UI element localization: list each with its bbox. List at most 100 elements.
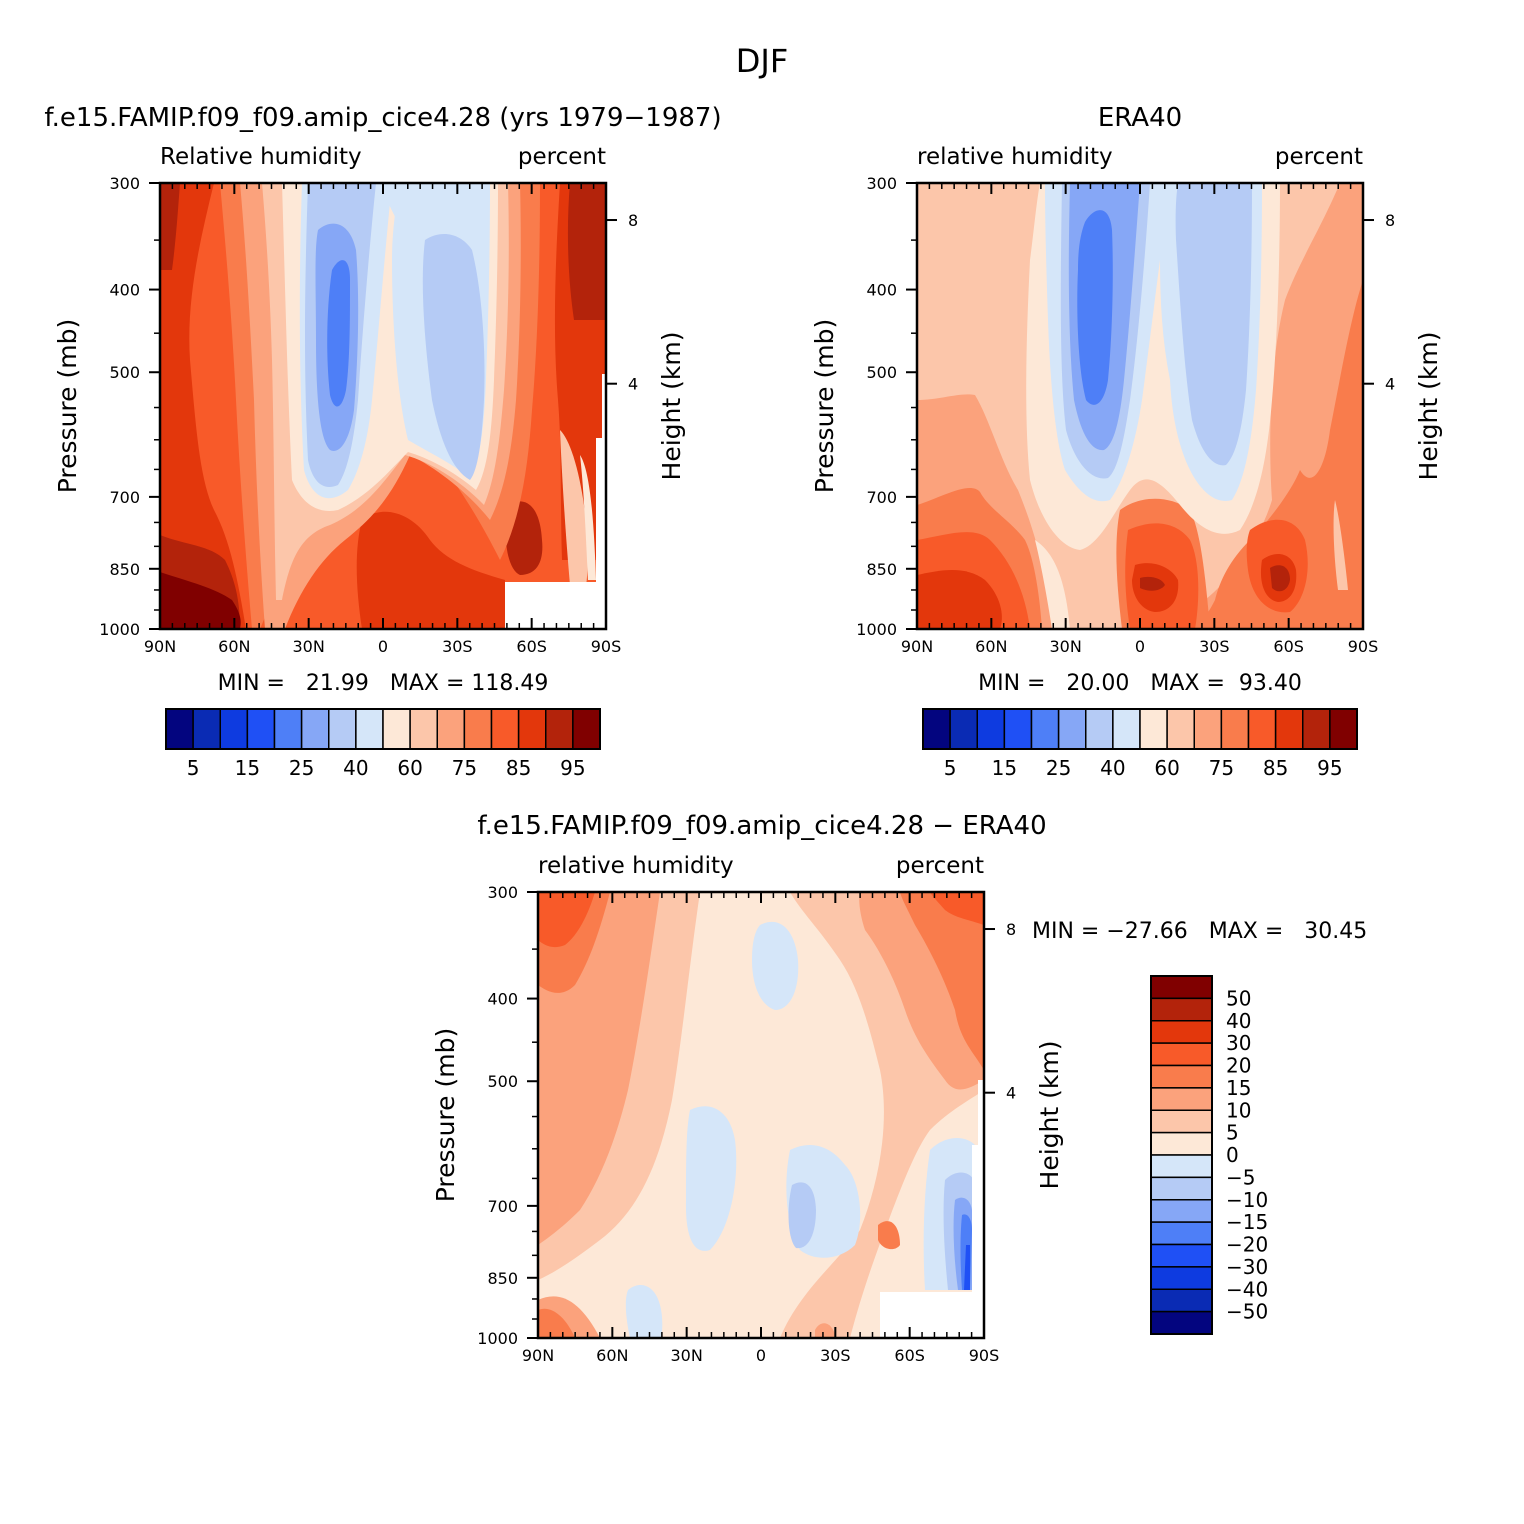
panel-obs-left-label: relative humidity bbox=[917, 144, 1113, 170]
figure-title: DJF bbox=[736, 42, 788, 80]
x-tick-label: 30S bbox=[1199, 637, 1230, 656]
colorbar-swatch bbox=[1150, 1154, 1213, 1179]
contour-fill bbox=[160, 572, 241, 629]
contour-fill bbox=[685, 1106, 737, 1251]
colorbar-swatch bbox=[572, 708, 601, 750]
x-tick-label: 90S bbox=[969, 1346, 1000, 1365]
contour-fill bbox=[1035, 540, 1070, 629]
panel-model-colorbar: 5 15 25 40 60 75 85 95 bbox=[165, 708, 601, 780]
panel-diff-left-label: relative humidity bbox=[538, 853, 734, 879]
colorbar-swatch bbox=[436, 708, 466, 750]
x-tick-label: 60S bbox=[516, 637, 547, 656]
panel-model-right-label: percent bbox=[518, 144, 606, 170]
contour-fill bbox=[538, 892, 595, 948]
y-tick-label: 700 bbox=[866, 488, 897, 507]
x-tick-label: 30S bbox=[442, 637, 473, 656]
colorbar-label: 5 bbox=[944, 756, 957, 780]
colorbar-label: 5 bbox=[1226, 1121, 1239, 1145]
y-axis-label: Pressure (mb) bbox=[810, 319, 839, 493]
colorbar-label: 15 bbox=[1226, 1076, 1251, 1100]
panel-diff: f.e15.FAMIP.f09_f09.amip_cice4.28 − ERA4… bbox=[431, 811, 1367, 1365]
colorbar-swatch bbox=[1150, 1221, 1213, 1246]
contour-fill bbox=[1175, 183, 1252, 466]
x-tick-label: 60S bbox=[894, 1346, 925, 1365]
y-tick-label: 850 bbox=[109, 560, 140, 579]
colorbar-label: 25 bbox=[289, 756, 314, 780]
colorbar-swatch bbox=[1150, 1176, 1213, 1201]
x-tick-label: 0 bbox=[756, 1346, 766, 1365]
colorbar-frame bbox=[1150, 975, 1213, 1335]
contour-fill bbox=[1190, 280, 1363, 629]
y-tick-label: 500 bbox=[487, 1072, 518, 1091]
colorbar-swatch bbox=[1139, 708, 1168, 750]
x-tick-label: 30N bbox=[1050, 637, 1082, 656]
colorbar-label: −5 bbox=[1226, 1165, 1255, 1189]
panel-diff-contours bbox=[538, 892, 984, 1338]
x-tick-label: 30S bbox=[820, 1346, 851, 1365]
colorbar-swatch bbox=[1166, 708, 1195, 750]
y2-tick-label: 8 bbox=[628, 211, 638, 230]
contour-fill bbox=[1270, 565, 1290, 592]
colorbar-label: −10 bbox=[1226, 1188, 1268, 1212]
y2-tick-label: 8 bbox=[1006, 920, 1016, 939]
contour-fill bbox=[567, 183, 606, 320]
colorbar-label: 5 bbox=[187, 756, 200, 780]
contour-fill bbox=[160, 183, 246, 629]
panel-obs-contours bbox=[917, 183, 1363, 629]
contour-fill bbox=[625, 1285, 663, 1338]
colorbar-swatch bbox=[1329, 708, 1358, 750]
colorbar-swatch bbox=[1057, 708, 1087, 750]
colorbar-swatch bbox=[1150, 1288, 1213, 1313]
colorbar-swatch bbox=[1150, 1109, 1213, 1134]
x-tick-label: 90S bbox=[1348, 637, 1379, 656]
colorbar-swatch bbox=[1150, 1131, 1213, 1156]
colorbar-label: 20 bbox=[1226, 1054, 1251, 1078]
colorbar-label: 30 bbox=[1226, 1031, 1251, 1055]
colorbar-swatch bbox=[490, 708, 520, 750]
contour-fill bbox=[964, 1245, 970, 1290]
x-tick-label: 0 bbox=[1135, 637, 1145, 656]
contour-fill bbox=[560, 430, 588, 585]
colorbar-swatch bbox=[976, 708, 1006, 750]
missing-region bbox=[505, 582, 606, 629]
y2-axis-label: Height (km) bbox=[1035, 1041, 1064, 1190]
y2-tick-label: 8 bbox=[1385, 211, 1395, 230]
colorbar-label: 15 bbox=[992, 756, 1017, 780]
colorbar-swatch bbox=[1150, 997, 1213, 1022]
contour-fill bbox=[878, 1221, 900, 1250]
x-tick-label: 90N bbox=[144, 637, 176, 656]
missing-region bbox=[602, 374, 606, 438]
colorbar-label: −30 bbox=[1226, 1255, 1268, 1279]
x-tick-label: 60S bbox=[1273, 637, 1304, 656]
panel-model: f.e15.FAMIP.f09_f09.amip_cice4.28 (yrs 1… bbox=[44, 103, 721, 780]
y-tick-label: 1000 bbox=[477, 1329, 518, 1348]
panel-diff-axes: 90N 60N 30N 0 30S 60S 90S 300 400 500 700 850 1000 8 4… bbox=[431, 883, 1064, 1365]
y-tick-label: 300 bbox=[866, 174, 897, 193]
y2-tick-label: 4 bbox=[1006, 1084, 1016, 1103]
y-tick-label: 400 bbox=[487, 990, 518, 1009]
colorbar-swatch bbox=[1150, 1199, 1213, 1223]
contour-fill bbox=[327, 260, 350, 407]
colorbar-swatch bbox=[1003, 708, 1033, 750]
panel-obs-right-label: percent bbox=[1275, 144, 1363, 170]
x-tick-label: 90S bbox=[591, 637, 622, 656]
colorbar-swatch bbox=[1150, 1310, 1213, 1335]
contour-fill bbox=[930, 892, 984, 925]
colorbar-label: 95 bbox=[560, 756, 585, 780]
colorbar-label: −15 bbox=[1226, 1210, 1268, 1234]
y-tick-label: 1000 bbox=[99, 620, 140, 639]
colorbar-swatch bbox=[165, 708, 194, 750]
y-tick-label: 500 bbox=[866, 363, 897, 382]
panel-diff-stats: MIN = −27.66 MAX = 30.45 bbox=[1032, 919, 1367, 944]
contour-fill bbox=[580, 455, 596, 580]
y-axis-label: Pressure (mb) bbox=[431, 1028, 460, 1202]
colorbar-swatch bbox=[300, 708, 330, 750]
y-tick-label: 850 bbox=[866, 560, 897, 579]
colorbar-swatch bbox=[1247, 708, 1277, 750]
panel-obs: ERA40 relative humidity percent bbox=[810, 103, 1443, 780]
colorbar-swatch bbox=[273, 708, 303, 750]
panel-obs-title: ERA40 bbox=[1098, 103, 1182, 133]
colorbar-label: 15 bbox=[235, 756, 260, 780]
colorbar-label: 95 bbox=[1317, 756, 1342, 780]
